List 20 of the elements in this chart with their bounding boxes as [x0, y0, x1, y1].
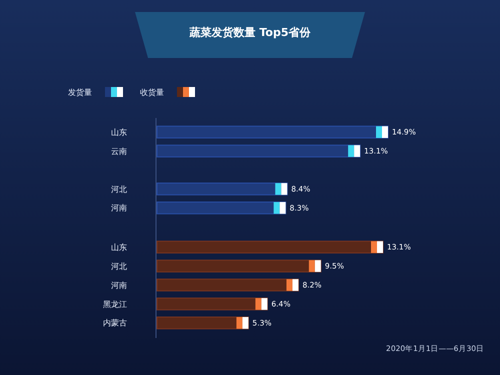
bar — [156, 126, 388, 138]
y-tick-label: 内蒙古 — [103, 318, 127, 328]
y-tick-label: 云南 — [111, 146, 127, 156]
y-tick-label: 河北 — [111, 184, 127, 194]
text: 发货量 — [68, 88, 92, 97]
bar — [156, 298, 268, 310]
bar — [156, 144, 361, 158]
y-tick-label: 山东 — [111, 242, 127, 252]
y-tick-label: 河南 — [111, 280, 127, 290]
y-tick-label: 河北 — [111, 262, 127, 271]
bar — [156, 202, 286, 214]
bar — [156, 260, 322, 272]
text: 收货量 — [140, 88, 164, 97]
chart-title: 蔬菜发货数量 Top5省份 — [188, 26, 312, 39]
y-tick-label: 河南 — [111, 204, 127, 213]
bar — [156, 182, 288, 196]
bar — [156, 240, 384, 254]
bar — [156, 278, 299, 292]
y-tick-label: 山东 — [111, 128, 127, 137]
y-tick-label: 黑龙江 — [103, 300, 127, 309]
